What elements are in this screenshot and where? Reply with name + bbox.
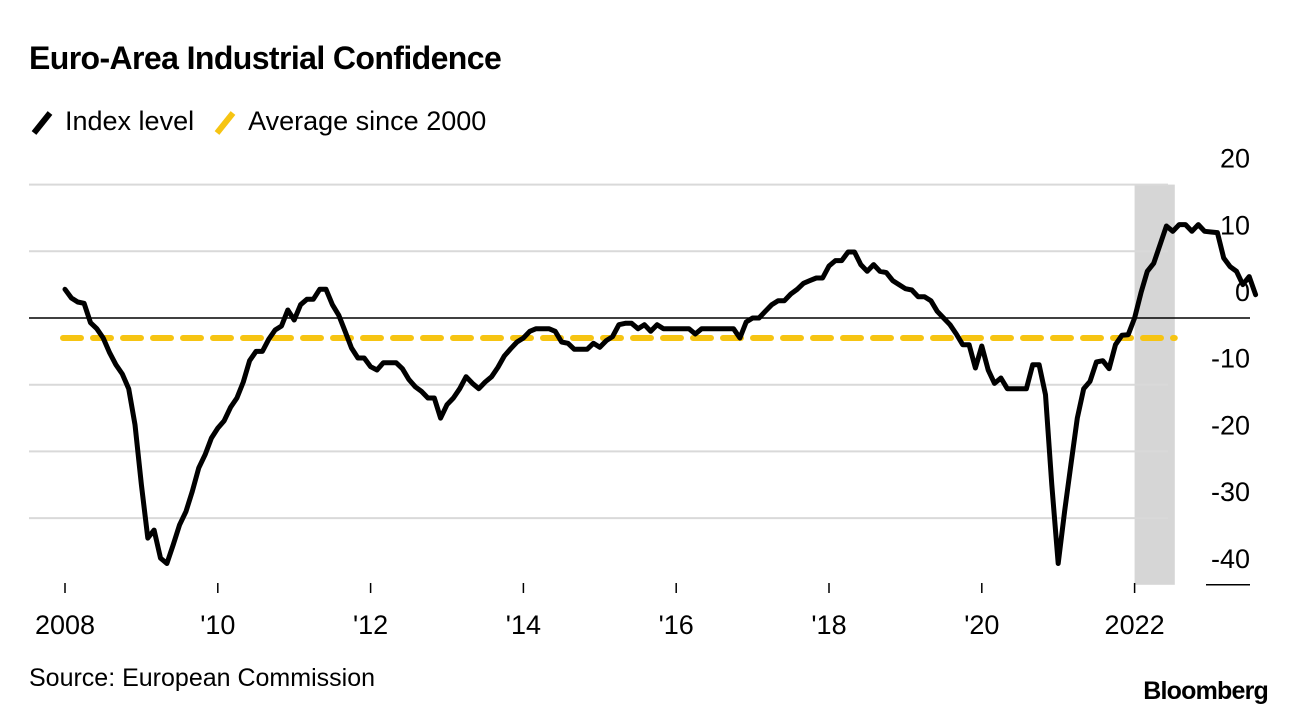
chart-title: Euro-Area Industrial Confidence (29, 40, 502, 76)
legend-item-index-level: Index level (29, 106, 194, 137)
y-tick-label: 20 (1220, 144, 1250, 174)
x-tick-label: '12 (353, 610, 388, 640)
y-tick-label: 0 (1235, 277, 1250, 307)
x-tick-label: 2008 (35, 610, 95, 640)
x-tick-label: 2022 (1105, 610, 1165, 640)
y-tick-label: 10 (1220, 210, 1250, 240)
y-tick-label: -20 (1211, 410, 1250, 440)
legend: Index level Average since 2000 (29, 106, 504, 137)
x-tick-label: '14 (506, 610, 541, 640)
y-tick-label: -10 (1211, 344, 1250, 374)
legend-index-swatch-icon (31, 110, 53, 135)
y-tick-label: -40 (1211, 544, 1250, 574)
legend-average-swatch-icon (214, 110, 236, 135)
bloomberg-logo: Bloomberg (1143, 677, 1269, 705)
x-tick-label: '10 (200, 610, 235, 640)
legend-item-average: Average since 2000 (212, 106, 486, 137)
source-note: Source: European Commission (29, 664, 375, 692)
index-level-line (62, 222, 1259, 566)
x-tick-label: '20 (964, 610, 999, 640)
x-tick-label: '16 (659, 610, 694, 640)
x-tick-label: '18 (811, 610, 846, 640)
legend-average-label: Average since 2000 (248, 106, 487, 136)
legend-index-label: Index level (65, 106, 195, 136)
y-tick-label: -30 (1211, 477, 1250, 507)
